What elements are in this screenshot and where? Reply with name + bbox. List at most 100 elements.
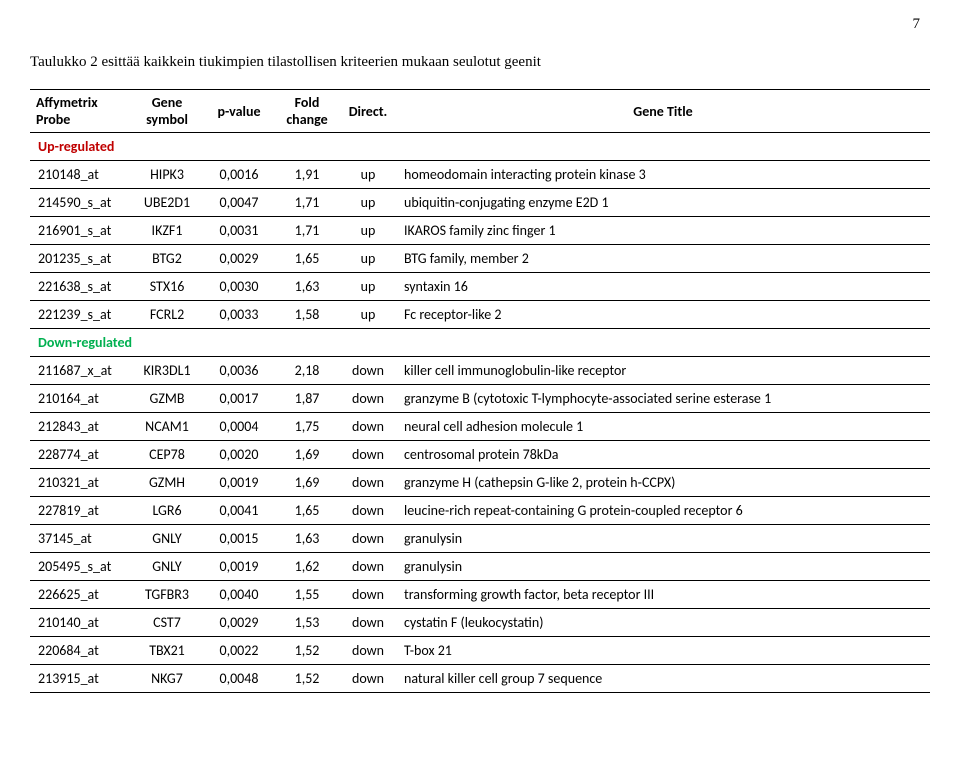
cell-direct: down <box>340 581 396 609</box>
col-symbol: Gene symbol <box>130 90 204 133</box>
table-row: 210148_atHIPK30,00161,91uphomeodomain in… <box>30 161 930 189</box>
cell-fold: 1,65 <box>274 245 340 273</box>
table-body: Up-regulated210148_atHIPK30,00161,91upho… <box>30 133 930 693</box>
cell-fold: 1,65 <box>274 497 340 525</box>
cell-title: natural killer cell group 7 sequence <box>396 665 930 693</box>
cell-direct: down <box>340 525 396 553</box>
cell-title: transforming growth factor, beta recepto… <box>396 581 930 609</box>
cell-fold: 1,91 <box>274 161 340 189</box>
cell-pvalue: 0,0036 <box>204 357 274 385</box>
cell-symbol: GZMB <box>130 385 204 413</box>
cell-title: IKAROS family zinc finger 1 <box>396 217 930 245</box>
cell-title: granulysin <box>396 553 930 581</box>
section-label: Up-regulated <box>30 133 930 161</box>
cell-pvalue: 0,0022 <box>204 637 274 665</box>
cell-title: cystatin F (leukocystatin) <box>396 609 930 637</box>
cell-symbol: UBE2D1 <box>130 189 204 217</box>
cell-title: neural cell adhesion molecule 1 <box>396 413 930 441</box>
cell-pvalue: 0,0029 <box>204 245 274 273</box>
cell-pvalue: 0,0019 <box>204 469 274 497</box>
cell-direct: up <box>340 273 396 301</box>
table-row: 220684_atTBX210,00221,52downT-box 21 <box>30 637 930 665</box>
cell-pvalue: 0,0031 <box>204 217 274 245</box>
table-row: 213915_atNKG70,00481,52downnatural kille… <box>30 665 930 693</box>
cell-symbol: CST7 <box>130 609 204 637</box>
gene-table: Affymetrix Probe Gene symbol p-value Fol… <box>30 89 930 693</box>
table-row: 228774_atCEP780,00201,69downcentrosomal … <box>30 441 930 469</box>
cell-probe: 210148_at <box>30 161 130 189</box>
cell-fold: 1,63 <box>274 525 340 553</box>
cell-fold: 1,58 <box>274 301 340 329</box>
table-row: 216901_s_atIKZF10,00311,71upIKAROS famil… <box>30 217 930 245</box>
cell-direct: up <box>340 245 396 273</box>
cell-symbol: GNLY <box>130 553 204 581</box>
cell-title: granzyme B (cytotoxic T-lymphocyte-assoc… <box>396 385 930 413</box>
col-probe: Affymetrix Probe <box>30 90 130 133</box>
table-row: 214590_s_atUBE2D10,00471,71upubiquitin-c… <box>30 189 930 217</box>
cell-direct: down <box>340 609 396 637</box>
cell-pvalue: 0,0017 <box>204 385 274 413</box>
table-row: 201235_s_atBTG20,00291,65upBTG family, m… <box>30 245 930 273</box>
cell-title: BTG family, member 2 <box>396 245 930 273</box>
cell-pvalue: 0,0041 <box>204 497 274 525</box>
cell-probe: 37145_at <box>30 525 130 553</box>
cell-pvalue: 0,0040 <box>204 581 274 609</box>
cell-probe: 216901_s_at <box>30 217 130 245</box>
cell-probe: 210164_at <box>30 385 130 413</box>
cell-fold: 1,53 <box>274 609 340 637</box>
cell-title: centrosomal protein 78kDa <box>396 441 930 469</box>
cell-symbol: GZMH <box>130 469 204 497</box>
cell-direct: up <box>340 161 396 189</box>
cell-pvalue: 0,0004 <box>204 413 274 441</box>
cell-direct: down <box>340 637 396 665</box>
cell-direct: down <box>340 665 396 693</box>
col-pvalue: p-value <box>204 90 274 133</box>
cell-direct: up <box>340 301 396 329</box>
col-fold: Fold change <box>274 90 340 133</box>
cell-symbol: NCAM1 <box>130 413 204 441</box>
cell-pvalue: 0,0048 <box>204 665 274 693</box>
col-title: Gene Title <box>396 90 930 133</box>
cell-pvalue: 0,0030 <box>204 273 274 301</box>
cell-probe: 201235_s_at <box>30 245 130 273</box>
cell-symbol: KIR3DL1 <box>130 357 204 385</box>
cell-probe: 212843_at <box>30 413 130 441</box>
cell-probe: 210140_at <box>30 609 130 637</box>
table-caption: Taulukko 2 esittää kaikkein tiukimpien t… <box>30 54 930 71</box>
cell-fold: 1,52 <box>274 637 340 665</box>
cell-fold: 1,71 <box>274 217 340 245</box>
table-row: 37145_atGNLY0,00151,63downgranulysin <box>30 525 930 553</box>
cell-direct: up <box>340 217 396 245</box>
section-row: Up-regulated <box>30 133 930 161</box>
page: 7 Taulukko 2 esittää kaikkein tiukimpien… <box>0 0 960 784</box>
cell-title: ubiquitin-conjugating enzyme E2D 1 <box>396 189 930 217</box>
cell-probe: 205495_s_at <box>30 553 130 581</box>
cell-title: granzyme H (cathepsin G-like 2, protein … <box>396 469 930 497</box>
cell-symbol: LGR6 <box>130 497 204 525</box>
cell-fold: 1,75 <box>274 413 340 441</box>
cell-title: killer cell immunoglobulin-like receptor <box>396 357 930 385</box>
cell-direct: down <box>340 553 396 581</box>
section-row: Down-regulated <box>30 329 930 357</box>
cell-probe: 227819_at <box>30 497 130 525</box>
cell-probe: 221239_s_at <box>30 301 130 329</box>
cell-pvalue: 0,0047 <box>204 189 274 217</box>
cell-symbol: IKZF1 <box>130 217 204 245</box>
cell-direct: down <box>340 469 396 497</box>
cell-pvalue: 0,0020 <box>204 441 274 469</box>
table-row: 212843_atNCAM10,00041,75downneural cell … <box>30 413 930 441</box>
cell-symbol: BTG2 <box>130 245 204 273</box>
cell-direct: up <box>340 189 396 217</box>
table-row: 227819_atLGR60,00411,65downleucine-rich … <box>30 497 930 525</box>
table-header-row: Affymetrix Probe Gene symbol p-value Fol… <box>30 90 930 133</box>
cell-title: homeodomain interacting protein kinase 3 <box>396 161 930 189</box>
cell-fold: 1,63 <box>274 273 340 301</box>
table-row: 210140_atCST70,00291,53downcystatin F (l… <box>30 609 930 637</box>
col-direct: Direct. <box>340 90 396 133</box>
table-row: 221239_s_atFCRL20,00331,58upFc receptor-… <box>30 301 930 329</box>
cell-symbol: STX16 <box>130 273 204 301</box>
cell-fold: 1,55 <box>274 581 340 609</box>
cell-probe: 221638_s_at <box>30 273 130 301</box>
cell-symbol: TBX21 <box>130 637 204 665</box>
cell-symbol: GNLY <box>130 525 204 553</box>
